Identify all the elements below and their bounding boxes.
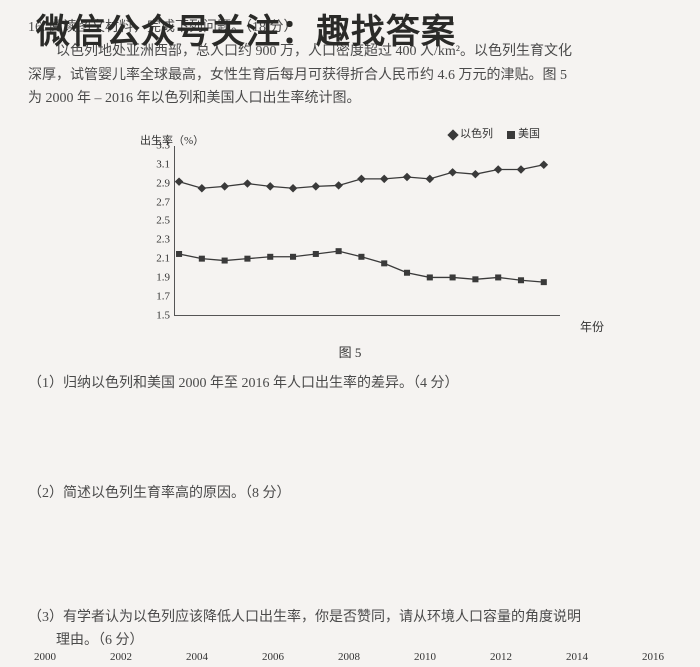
x-tick: 2008 [338,648,360,667]
y-tick: 2.9 [140,174,170,193]
y-tick: 2.1 [140,250,170,269]
legend-usa: 美国 [507,125,540,144]
text: 理由。（ [56,633,105,648]
y-tick: 1.5 [140,307,170,326]
y-tick: 2.5 [140,212,170,231]
x-tick: 2002 [110,648,132,667]
year: 2000 [179,376,207,391]
points-value: 8 分 [252,486,277,501]
legend-label: 美国 [518,125,540,144]
sub-question-3: （3）有学者认为以色列应该降低人口出生率，你是否赞同，请从环境人口容量的角度说明… [28,606,672,654]
watermark-overlay: 微信公众号关注：趣找答案 [36,4,456,62]
value: 4.6 [438,68,456,83]
y-tick: 3.1 [140,155,170,174]
text: 年至 [207,376,242,391]
text: （2）简述以色列生育率高的原因。（ [28,486,252,501]
text: 年人口出生率的差异。（ [270,376,421,391]
x-tick: 2010 [414,648,436,667]
x-tick: 2000 [34,648,56,667]
y-tick: 2.3 [140,231,170,250]
text: 深厚，试管婴儿率全球最高，女性生育后每月可获得折合人民币约 [28,68,438,83]
x-tick: 2004 [186,648,208,667]
points-value: 4 分 [420,376,445,391]
text: ） [277,486,291,501]
year-start: 2000 [46,91,74,106]
sub-question-2: （2）简述以色列生育率高的原因。（8 分） [28,482,672,506]
text: ） [130,633,144,648]
y-tick: 1.7 [140,288,170,307]
intro-line-4: 为 2000 年 – 2016 年以色列和美国人口出生率统计图。 [28,87,672,111]
text: 万元的津贴。图 5 [455,68,567,83]
plot-border [174,146,560,316]
text: （3）有学者认为以色列应该降低人口出生率，你是否赞同，请从环境人口容量的角度说明 [28,606,672,630]
square-icon [507,131,515,139]
line-chart: 以色列 美国 出生率（%） 3.33.12.92.72.52.32.11.91.… [140,125,560,316]
year: 2016 [242,376,270,391]
points-value: 6 分 [105,633,130,648]
chart-svg [175,146,560,315]
x-tick: 2016 [642,648,664,667]
text: 年以色列和美国人口出生率统计图。 [133,91,361,106]
text: 为 [28,91,46,106]
y-tick: 2.7 [140,193,170,212]
year-end: 2016 [105,91,133,106]
diamond-icon [447,129,458,140]
legend-label: 以色列 [460,125,493,144]
x-tick: 2006 [262,648,284,667]
x-tick: 2014 [566,648,588,667]
chart-plot-area: 出生率（%） 3.33.12.92.72.52.32.11.91.71.5 年份 [174,146,560,316]
x-axis-unit: 年份 [580,317,604,337]
legend-israel: 以色列 [449,125,493,144]
text: 年 – [74,91,106,106]
text: ） [445,376,459,391]
sub-question-1: （1）归纳以色列和美国 2000 年至 2016 年人口出生率的差异。（4 分） [28,372,672,396]
x-tick: 2012 [490,648,512,667]
intro-line-3: 深厚，试管婴儿率全球最高，女性生育后每月可获得折合人民币约 4.6 万元的津贴。… [28,64,672,88]
text: （1）归纳以色列和美国 [28,376,179,391]
x-axis: 2000 2002 2004 2006 2008 2010 2012 2014 2016 [34,648,700,667]
y-tick: 1.9 [140,269,170,288]
figure-caption: 图 5 [28,342,672,364]
y-tick: 3.3 [140,137,170,156]
